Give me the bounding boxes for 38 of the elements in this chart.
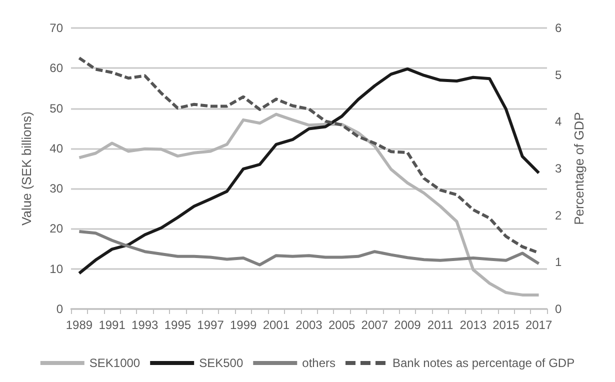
x-tick-label: 2005 [328, 318, 356, 332]
x-tick-label: 1993 [132, 318, 159, 332]
y2-tick-label: 3 [555, 162, 562, 176]
y2-tick-label: 4 [555, 114, 562, 129]
x-tick-label: 1999 [230, 318, 258, 332]
x-tick-label: 1997 [197, 318, 224, 332]
y-tick-label: 20 [50, 222, 64, 236]
y-axis-title: Value (SEK billions) [19, 112, 34, 226]
legend-label: others [302, 356, 336, 370]
y-tick-label: 40 [50, 141, 64, 156]
y2-tick-label: 1 [555, 255, 562, 270]
x-tick-label: 2015 [492, 318, 520, 332]
y2-tick-label: 6 [555, 21, 562, 35]
y-tick-label: 50 [50, 101, 64, 116]
line-series [78, 230, 540, 266]
x-tick-label: 1991 [98, 318, 126, 332]
legend-label: SEK1000 [89, 356, 140, 370]
x-tick-label: 2011 [427, 318, 454, 332]
y2-tick-label: 5 [555, 68, 562, 82]
legend-label: Bank notes as percentage of GDP [392, 356, 575, 370]
y2-tick-label: 0 [555, 302, 562, 316]
x-tick-label: 2003 [296, 318, 323, 332]
y-tick-label: 0 [56, 302, 64, 316]
x-tick-label: 2013 [460, 318, 487, 332]
legend-label: SEK500 [199, 356, 244, 370]
y-tick-label: 60 [50, 61, 64, 76]
x-tick-label: 1995 [164, 318, 192, 332]
x-tick-label: 2017 [525, 318, 552, 332]
y-tick-label: 70 [50, 21, 64, 35]
x-tick-label: 2001 [262, 318, 290, 332]
x-tick-label: 2007 [361, 318, 388, 332]
x-tick-label: 2009 [394, 318, 422, 332]
y2-tick-label: 2 [555, 208, 562, 222]
y-tick-label: 30 [50, 182, 64, 196]
line-series [78, 112, 540, 296]
x-tick-label: 1989 [66, 318, 93, 332]
y2-axis-title: Percentage of GDP [572, 112, 587, 225]
y-tick-label: 10 [50, 262, 64, 276]
